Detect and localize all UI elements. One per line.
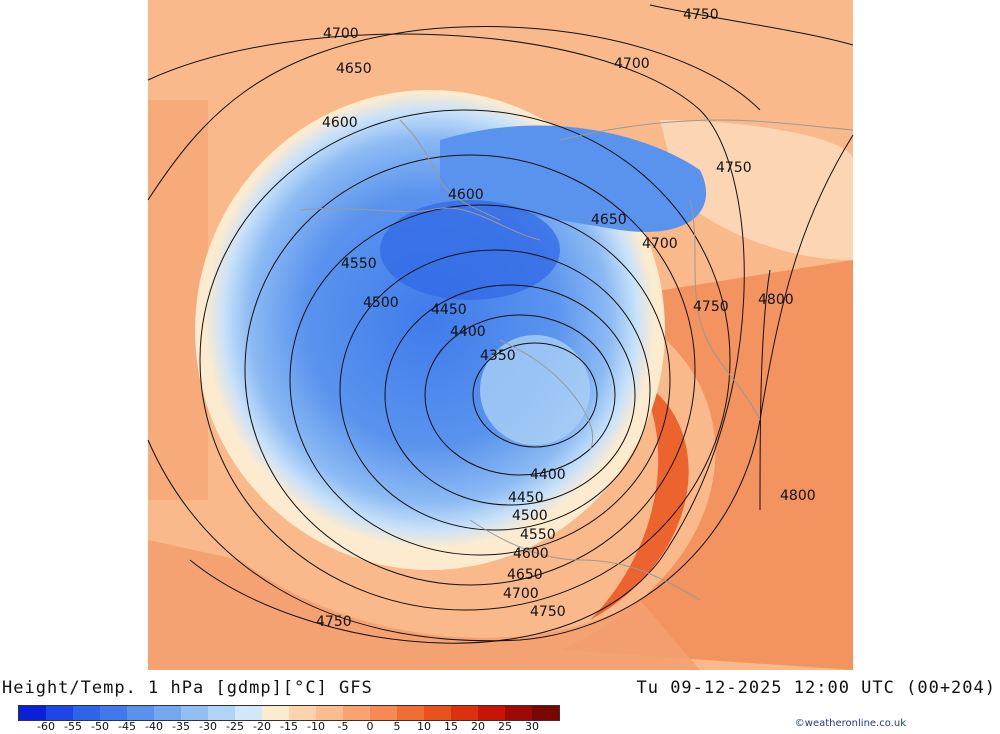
chart-title: Height/Temp. 1 hPa [gdmp][°C] GFS — [2, 678, 373, 698]
contour-label: 4650 — [507, 567, 543, 583]
contour-label: 4450 — [508, 490, 544, 506]
colorbar-label: -35 — [172, 720, 190, 733]
colorbar-cell — [235, 706, 262, 720]
colorbar-cell — [397, 706, 424, 720]
contour-label: 4500 — [512, 508, 548, 524]
colorbar-label: -20 — [253, 720, 271, 733]
colorbar-cell — [316, 706, 343, 720]
colorbar-label: 0 — [366, 720, 374, 733]
map-canvas: 4700 4650 4600 4600 4550 4500 4450 4400 … — [147, 0, 854, 670]
colorbar-cell — [154, 706, 181, 720]
hot-core-east — [590, 380, 689, 620]
contour-label: 4750 — [530, 604, 566, 620]
contour-label: 4700 — [503, 586, 539, 602]
colorbar-cell — [343, 706, 370, 720]
colorbar-label: -5 — [337, 720, 349, 733]
colorbar-cell — [532, 706, 559, 720]
colorbar-cell — [262, 706, 289, 720]
contour-label: 4700 — [323, 26, 359, 42]
contour-label: 4750 — [316, 614, 352, 630]
contour-label: 4800 — [758, 292, 794, 308]
contour-label: 4750 — [716, 160, 752, 176]
colorbar-label: -50 — [91, 720, 109, 733]
contour-label: 4800 — [780, 488, 816, 504]
contour-label: 4650 — [591, 212, 627, 228]
colorbar-cell — [370, 706, 397, 720]
colorbar-label: 30 — [525, 720, 539, 733]
colorbar-labels: -60 -55 -50 -45 -40 -35 -30 -25 -20 -15 -10 -5 0 5 10 1… — [0, 720, 600, 734]
cool-ne — [660, 120, 853, 260]
colorbar-cell — [73, 706, 100, 720]
contour-label: 4650 — [336, 61, 372, 77]
colorbar-cell — [451, 706, 478, 720]
contour-label: 4600 — [448, 187, 484, 203]
contour-label: 4350 — [480, 348, 516, 364]
contour-label: 4550 — [520, 527, 556, 543]
colorbar-label: -10 — [307, 720, 325, 733]
colorbar-cell — [46, 706, 73, 720]
credit-text[interactable]: ©weatheronline.co.uk — [794, 718, 906, 729]
contour-label: 4400 — [450, 324, 486, 340]
colorbar-cell — [127, 706, 154, 720]
height-contours — [147, 4, 854, 644]
contour-label: 4450 — [431, 302, 467, 318]
colorbar-label: -40 — [145, 720, 163, 733]
colorbar-cell — [181, 706, 208, 720]
colorbar-label: 15 — [444, 720, 458, 733]
low-center — [480, 335, 590, 445]
colorbar-label: -45 — [118, 720, 136, 733]
colorbar-label: -15 — [280, 720, 298, 733]
contour-label: 4500 — [363, 295, 399, 311]
colorbar-label: -30 — [199, 720, 217, 733]
colorbar-label: 20 — [471, 720, 485, 733]
colorbar-cell — [19, 706, 46, 720]
colorbar-label: -55 — [64, 720, 82, 733]
coastlines — [299, 119, 854, 601]
contour-label: 4750 — [693, 299, 729, 315]
colorbar-label: 5 — [393, 720, 401, 733]
valid-time: Tu 09-12-2025 12:00 UTC (00+204) — [636, 678, 996, 698]
contour-label: 4600 — [513, 546, 549, 562]
colorbar-cell — [505, 706, 532, 720]
colorbar-cell — [208, 706, 235, 720]
contour-label: 4600 — [322, 115, 358, 131]
colorbar — [18, 705, 560, 721]
colorbar-cell — [424, 706, 451, 720]
cold-core — [380, 200, 560, 300]
colorbar-cell — [289, 706, 316, 720]
colorbar-label: -60 — [37, 720, 55, 733]
colorbar-label: 10 — [417, 720, 431, 733]
colorbar-cell — [478, 706, 505, 720]
colorbar-cell — [100, 706, 127, 720]
warm-band-south — [148, 540, 700, 670]
colorbar-label: 25 — [498, 720, 512, 733]
contour-label: 4700 — [614, 56, 650, 72]
contour-label: 4400 — [530, 467, 566, 483]
warm-band-east — [560, 260, 853, 670]
contour-label: 4550 — [341, 256, 377, 272]
contour-labels: 4700 4650 4600 4600 4550 4500 4450 4400 … — [316, 7, 816, 630]
contour-label: 4700 — [642, 236, 678, 252]
contour-label: 4750 — [683, 7, 719, 23]
colorbar-label: -25 — [226, 720, 244, 733]
